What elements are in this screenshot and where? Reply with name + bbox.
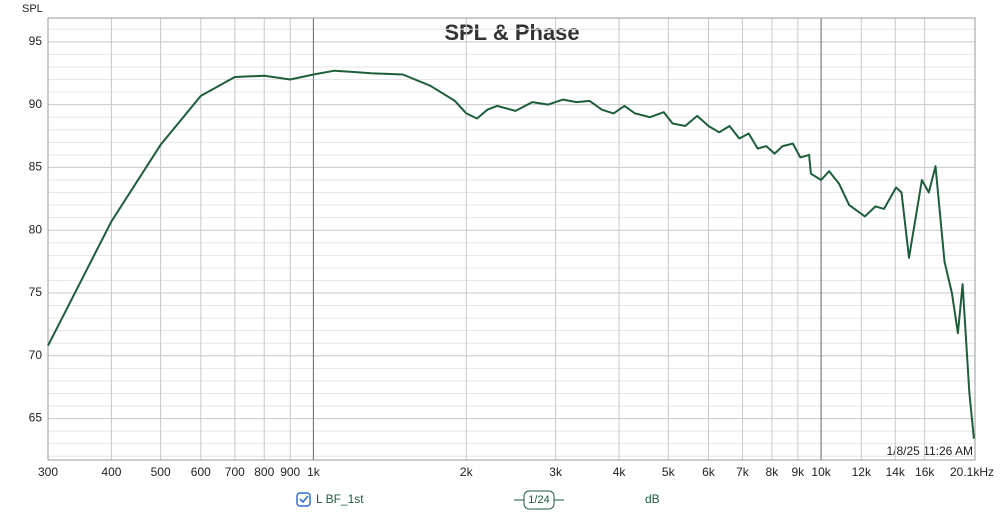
plot-frame xyxy=(47,17,976,461)
y-axis-label: SPL xyxy=(22,3,43,15)
smoothing-label: 1/24 xyxy=(528,494,549,506)
y-tick-label: 95 xyxy=(29,34,43,48)
x-tick-label: 800 xyxy=(254,465,274,479)
x-tick-label: 3k xyxy=(549,465,563,479)
x-tick-label: 4k xyxy=(613,465,627,479)
y-tick-label: 90 xyxy=(29,97,43,111)
y-tick-label: 70 xyxy=(29,348,43,362)
check-mark xyxy=(299,495,309,504)
x-tick-label: 8k xyxy=(766,465,780,479)
x-tick-label: 1k xyxy=(307,465,321,479)
timestamp: 1/8/25 11:26 AM xyxy=(886,444,973,458)
legend: L BF_1st 1/24 dB xyxy=(296,490,660,510)
unit-label: dB xyxy=(645,492,660,506)
x-tick-label: 16k xyxy=(915,465,935,479)
x-tick-label: 10k xyxy=(811,465,831,479)
x-tick-label: 900 xyxy=(280,465,300,479)
x-tick-label: 700 xyxy=(225,465,245,479)
x-tick-label: 500 xyxy=(151,465,171,479)
grid xyxy=(47,18,976,460)
y-tick-label: 65 xyxy=(29,411,43,425)
x-tick-label: 12k xyxy=(852,465,872,479)
x-tick-label: 600 xyxy=(191,465,211,479)
smoothing-box[interactable] xyxy=(523,490,555,510)
x-tick-label: 6k xyxy=(702,465,716,479)
legend-checkbox[interactable] xyxy=(296,492,311,507)
chart-title: SPL & Phase xyxy=(444,20,579,45)
x-tick-label: 9k xyxy=(792,465,806,479)
spl-line xyxy=(47,69,975,439)
x-tick-label: 400 xyxy=(101,465,121,479)
x-tick-label: 20.1kHz xyxy=(950,465,994,479)
x-tick-label: 300 xyxy=(38,465,58,479)
y-tick-label: 85 xyxy=(29,160,43,174)
x-tick-label: 5k xyxy=(662,465,676,479)
y-tick-label: 75 xyxy=(29,285,43,299)
legend-entry[interactable]: L BF_1st xyxy=(316,492,364,506)
x-tick-label: 7k xyxy=(736,465,750,479)
x-tick-label: 14k xyxy=(886,465,906,479)
x-tick-label: 2k xyxy=(460,465,474,479)
y-tick-label: 80 xyxy=(29,222,43,236)
